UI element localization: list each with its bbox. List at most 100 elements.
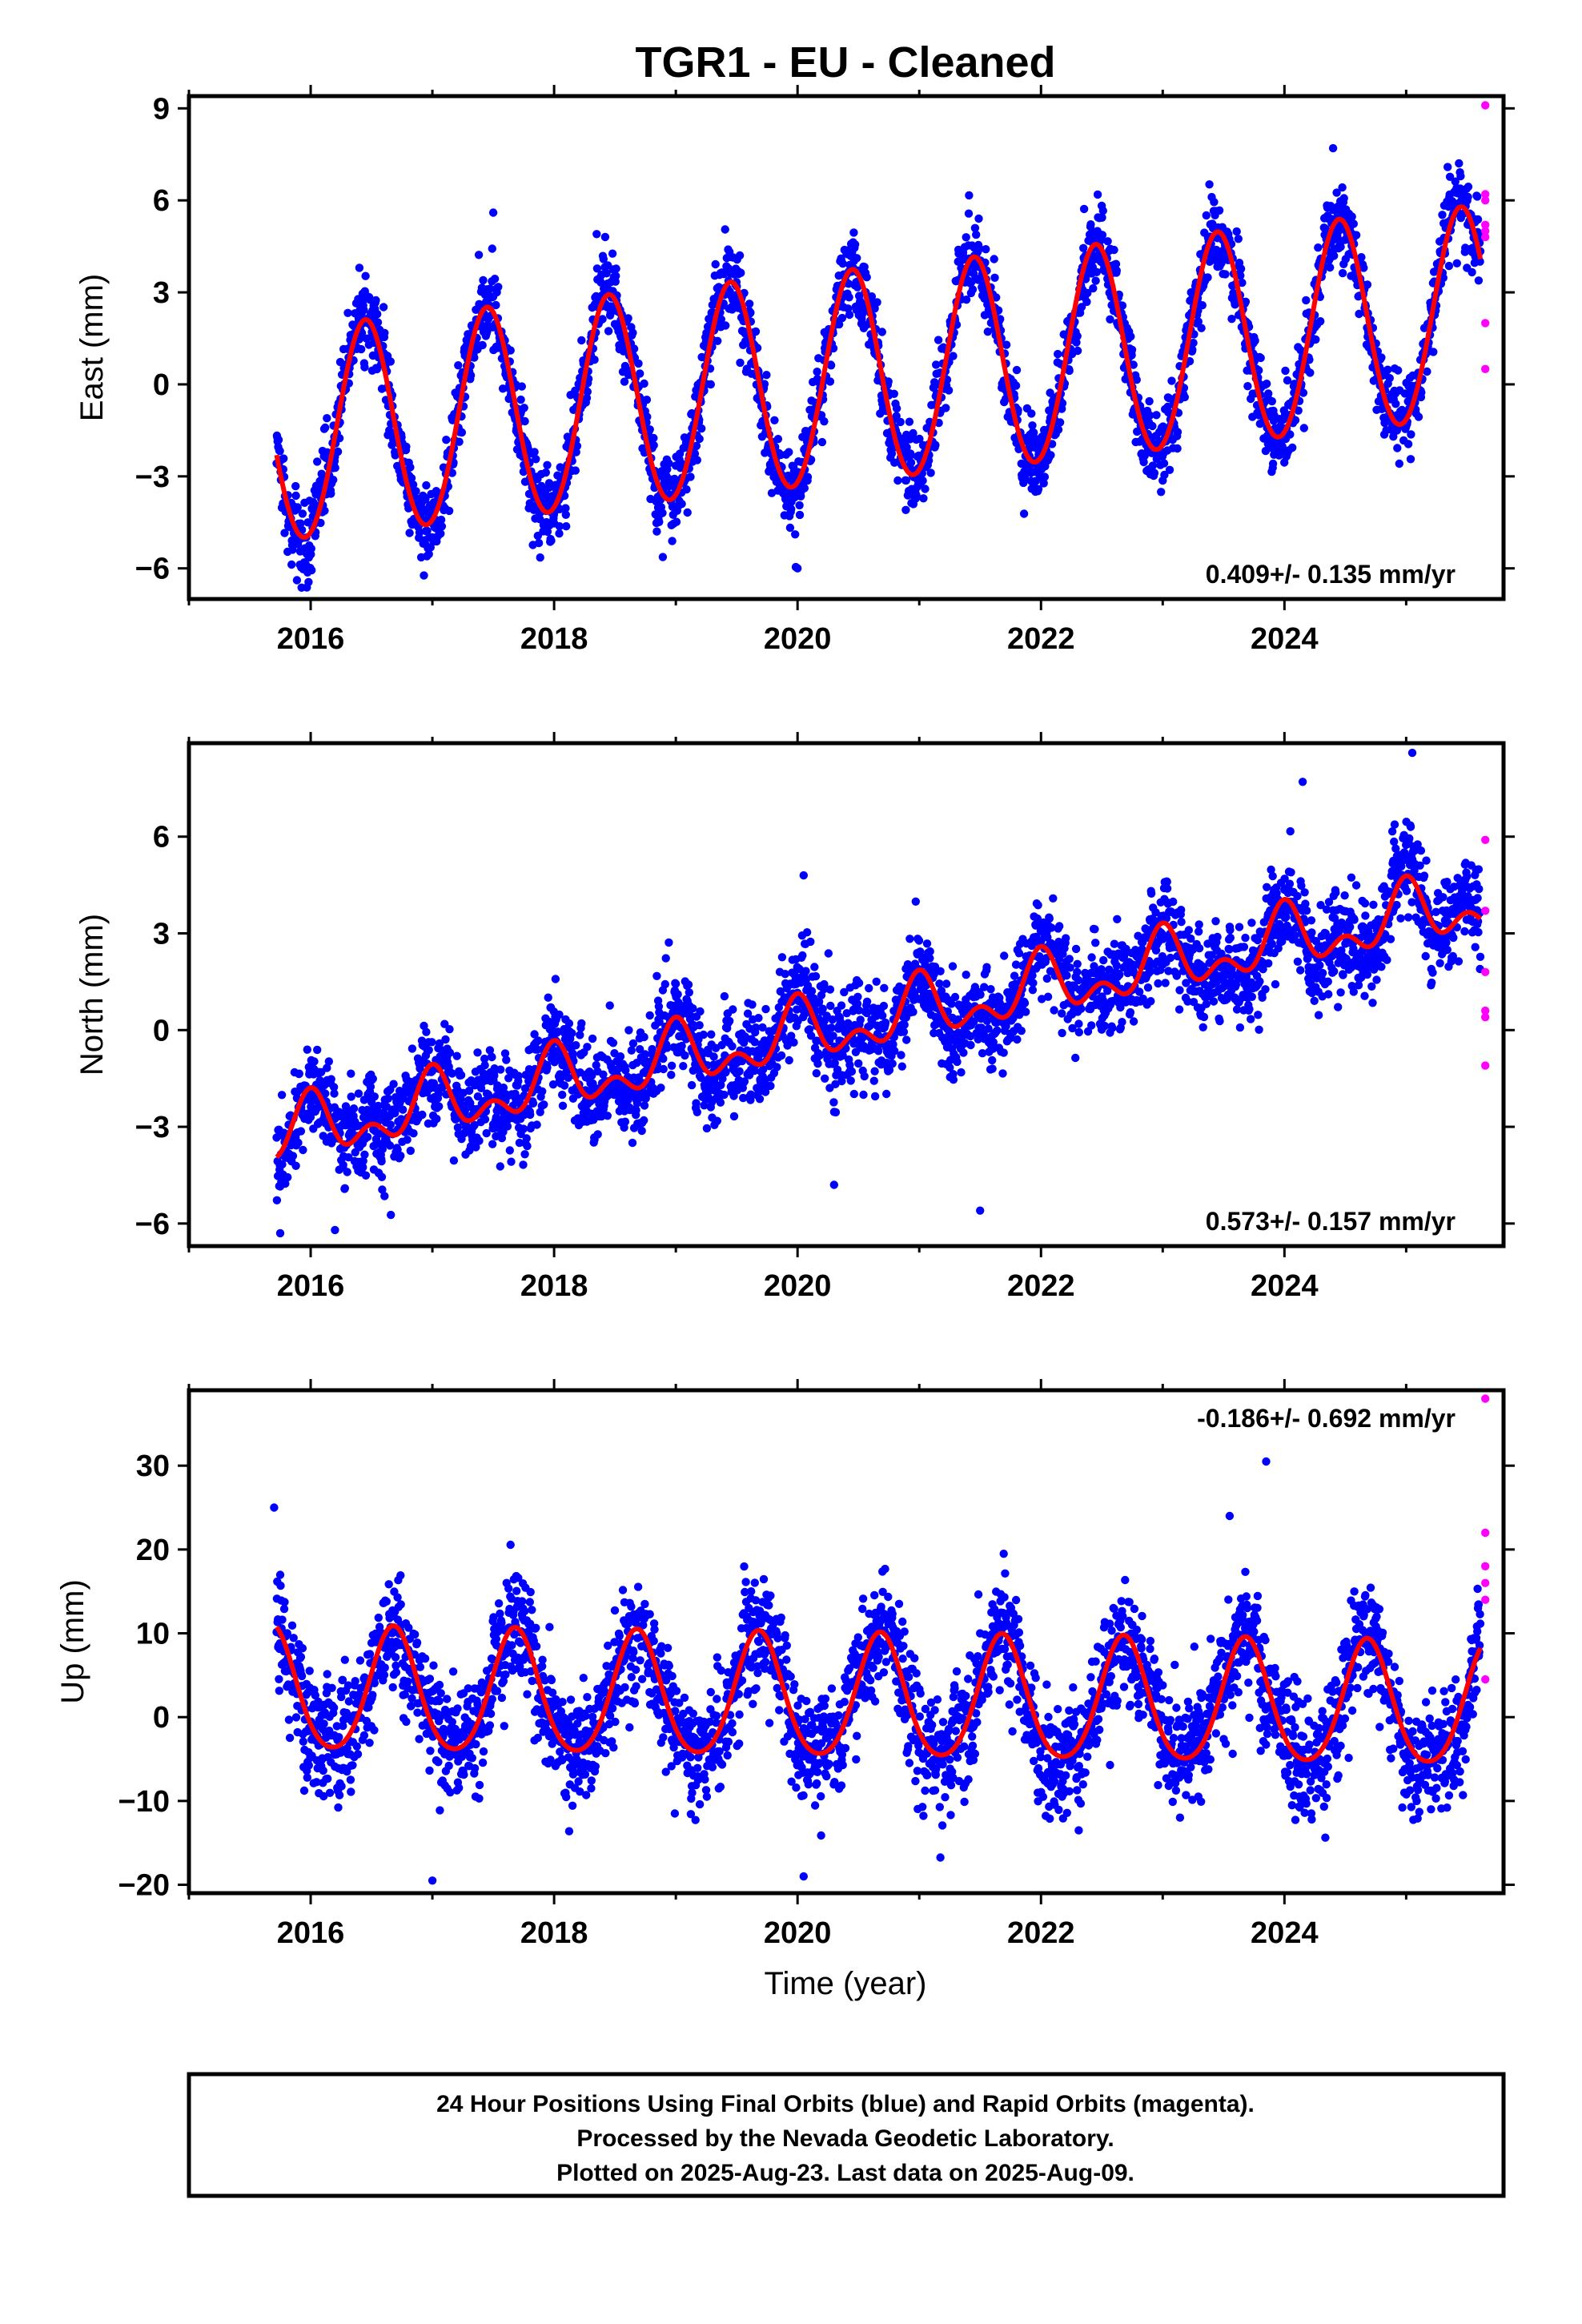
north-final-point	[725, 1016, 734, 1026]
north-final-point	[449, 1156, 459, 1165]
north-final-point	[846, 1076, 855, 1085]
north-final-point	[860, 1072, 869, 1081]
east-final-point	[420, 571, 428, 580]
east-final-point	[1391, 400, 1400, 408]
east-final-point	[893, 476, 902, 485]
east-final-point	[571, 466, 580, 475]
east-x-tick-label: 2020	[764, 622, 832, 656]
east-final-point	[1055, 418, 1065, 427]
east-final-point	[787, 505, 796, 513]
east-final-point	[695, 434, 704, 444]
north-final-point	[637, 1126, 646, 1136]
north-final-point	[849, 1089, 859, 1099]
north-final-point	[897, 1062, 907, 1071]
east-final-point	[620, 377, 629, 386]
east-final-point	[1039, 479, 1048, 488]
north-final-point	[922, 939, 932, 948]
east-outlier-point	[355, 263, 364, 272]
east-final-point	[572, 448, 580, 456]
north-final-point	[798, 951, 807, 960]
north-final-point	[528, 1099, 538, 1108]
east-final-point	[944, 386, 954, 395]
east-final-point	[901, 476, 911, 485]
north-final-point	[640, 1116, 648, 1125]
east-final-point	[1073, 332, 1082, 340]
east-final-point	[628, 328, 637, 337]
east-final-point	[1093, 190, 1102, 199]
east-final-point	[1126, 332, 1135, 341]
east-final-point	[402, 442, 411, 451]
east-final-point	[1306, 368, 1315, 377]
east-final-point	[371, 296, 380, 305]
east-final-point	[873, 298, 881, 307]
east-final-point	[717, 315, 725, 324]
east-final-point	[1111, 259, 1121, 268]
east-final-point	[1429, 348, 1438, 356]
east-final-point	[932, 360, 941, 369]
east-final-point	[520, 404, 528, 412]
north-final-point	[558, 1090, 567, 1100]
east-final-point	[1338, 183, 1347, 192]
east-final-point	[357, 344, 366, 354]
east-final-point	[359, 306, 368, 315]
east-final-point	[964, 209, 974, 218]
north-final-point	[859, 1090, 868, 1100]
east-final-point	[820, 417, 829, 426]
north-final-point	[399, 1105, 408, 1114]
east-final-point	[1167, 376, 1176, 385]
north-final-point	[900, 1020, 909, 1029]
north-final-point	[693, 1108, 701, 1117]
east-final-point	[1148, 421, 1157, 431]
east-final-point	[1020, 473, 1030, 482]
east-final-point	[1414, 412, 1423, 421]
east-final-point	[965, 191, 974, 200]
east-final-point	[1173, 428, 1182, 436]
east-final-point	[1383, 365, 1392, 374]
north-final-point	[432, 1114, 441, 1124]
north-final-point	[648, 1044, 656, 1054]
east-final-point	[1164, 408, 1173, 417]
north-final-point	[632, 1106, 640, 1115]
east-final-point	[1351, 231, 1361, 239]
east-final-point	[385, 426, 394, 435]
east-final-point	[590, 356, 599, 364]
north-final-point	[288, 1152, 298, 1160]
east-final-point	[1444, 261, 1454, 271]
east-final-point	[335, 434, 344, 443]
north-final-point	[905, 935, 914, 943]
east-final-point	[642, 396, 652, 404]
east-rapid-point	[1481, 196, 1490, 205]
north-final-point	[773, 1063, 781, 1072]
north-final-point	[383, 1094, 393, 1104]
north-final-point	[926, 947, 934, 956]
north-final-point	[296, 1127, 306, 1136]
east-final-point	[316, 518, 325, 528]
north-final-point	[490, 1072, 499, 1080]
north-final-point	[568, 1029, 576, 1038]
east-final-point	[1079, 204, 1089, 214]
east-final-point	[327, 489, 335, 498]
east-final-point	[658, 553, 668, 561]
east-final-point	[608, 249, 617, 258]
east-final-point	[1363, 280, 1372, 289]
east-final-point	[1393, 444, 1402, 452]
east-final-point	[1464, 192, 1472, 202]
east-final-point	[1188, 345, 1197, 354]
east-final-point	[598, 315, 607, 324]
north-final-point	[488, 1140, 497, 1148]
east-final-point	[1468, 267, 1476, 277]
east-rapid-point	[1481, 220, 1490, 229]
east-final-point	[1357, 253, 1366, 262]
east-final-point	[737, 268, 745, 277]
north-final-point	[593, 1130, 602, 1139]
north-final-point	[627, 1046, 636, 1055]
east-final-point	[892, 404, 901, 413]
east-final-point	[982, 245, 990, 254]
east-final-point	[1098, 207, 1108, 215]
north-final-point	[856, 1015, 865, 1024]
east-final-point	[555, 529, 564, 538]
east-final-point	[1091, 276, 1100, 285]
east-final-point	[949, 352, 958, 360]
east-rapid-point	[1481, 232, 1490, 242]
north-final-point	[408, 1044, 417, 1053]
